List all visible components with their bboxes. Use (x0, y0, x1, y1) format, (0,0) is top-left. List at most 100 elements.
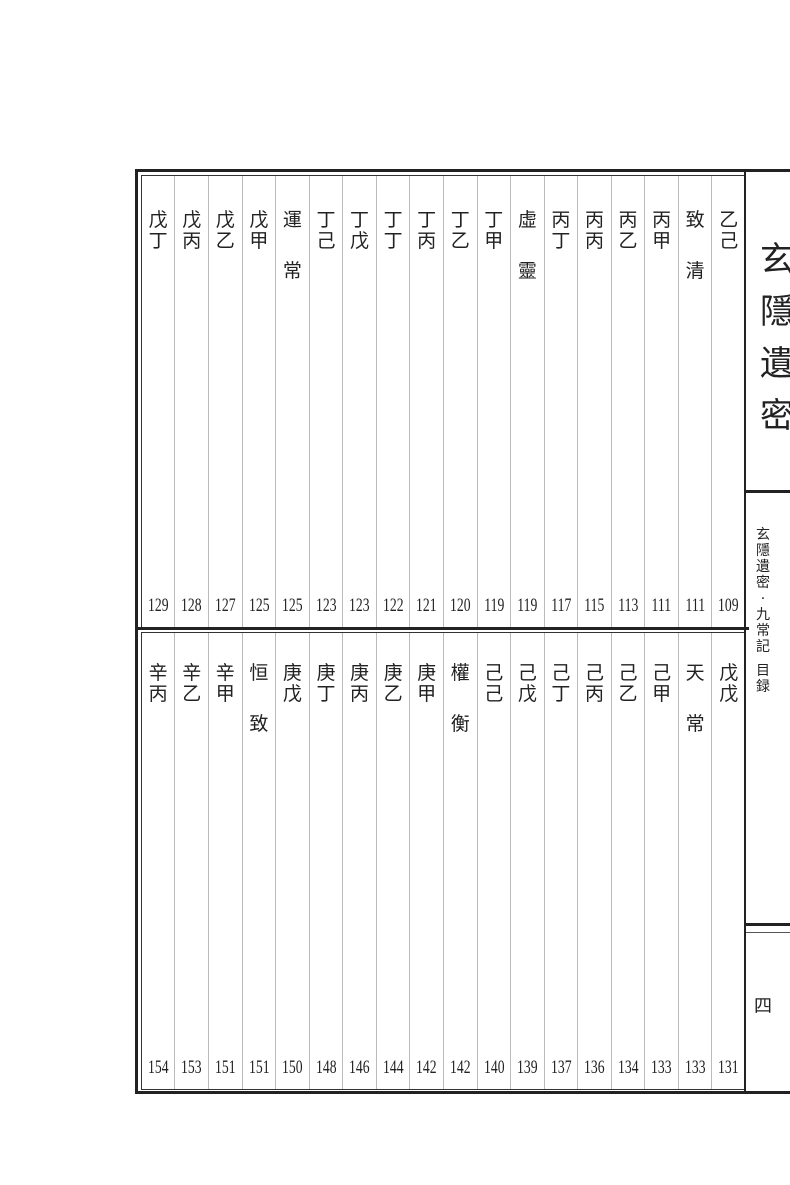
toc-entry: 丁戊 123 (342, 176, 376, 627)
entry-char: 己 (551, 662, 571, 684)
section-heading: 權衡 (444, 663, 477, 735)
entry-char: 丙 (618, 209, 638, 231)
entry-label: 庚丁 (310, 663, 343, 705)
entry-char: 虛 (517, 209, 537, 231)
entry-char: 丙 (182, 230, 202, 252)
entry-char: 乙 (450, 230, 470, 252)
entry-page-number: 117 (550, 595, 571, 616)
entry-char: 常 (685, 713, 705, 735)
entry-label: 己乙 (612, 663, 645, 705)
entry-char: 丁 (350, 209, 370, 231)
spine-text: 玄隱遺密 · 九常記目録 (754, 527, 772, 695)
entry-page-number: 134 (617, 1057, 639, 1078)
entry-label: 辛乙 (175, 663, 208, 705)
entry-char: 戊 (182, 209, 202, 231)
entry-label: 戊甲 (243, 210, 276, 252)
margin-rule (746, 932, 790, 933)
entry-label: 戊乙 (209, 210, 242, 252)
toc-panel-bottom: 戊戊 131 天常 133 己甲 133 己乙 134 己丙 136 己丁 137 己戊 139 己己 140… (141, 632, 746, 1090)
entry-page-number: 154 (147, 1057, 169, 1078)
entry-char: 恒 (249, 662, 269, 684)
entry-char: 己 (719, 230, 739, 252)
entry-label: 丙甲 (645, 210, 678, 252)
entry-char: 己 (652, 662, 672, 684)
entry-page-number: 122 (382, 595, 404, 616)
toc-entry: 戊乙 127 (208, 176, 242, 627)
section-heading: 運常 (276, 210, 309, 282)
entry-char: 丙 (584, 230, 604, 252)
entry-label: 丙丁 (545, 210, 578, 252)
entry-page-number: 125 (248, 595, 270, 616)
toc-entry: 天常 133 (677, 633, 712, 1089)
entry-page-number: 144 (382, 1057, 404, 1078)
toc-entry: 丁甲 119 (476, 176, 511, 627)
entry-char: 庚 (350, 662, 370, 684)
entry-char: 丙 (551, 209, 571, 231)
spine-char: 玄 (756, 527, 770, 543)
entry-char: 丁 (148, 230, 168, 252)
panel-divider (138, 627, 749, 630)
entry-char: 丙 (350, 683, 370, 705)
entry-char: 甲 (417, 683, 437, 705)
entry-char: 丙 (148, 683, 168, 705)
toc-entry: 己乙 134 (610, 633, 645, 1089)
entry-char: 己 (484, 683, 504, 705)
entry-page-number: 127 (215, 595, 236, 616)
toc-entry: 己丁 137 (543, 633, 578, 1089)
entry-char: 戊 (350, 230, 370, 252)
entry-char: 天 (685, 662, 705, 684)
entry-char: 辛 (182, 662, 202, 684)
entry-page-number: 131 (718, 1057, 739, 1078)
toc-entry: 戊戊 131 (711, 633, 745, 1089)
entry-char: 庚 (316, 662, 336, 684)
entry-char: 衡 (450, 713, 470, 735)
section-heading: 致清 (679, 210, 712, 282)
spine-char (754, 655, 772, 663)
toc-entry: 致清 111 (677, 176, 712, 627)
entry-label: 丁乙 (444, 210, 477, 252)
entry-page-number: 139 (517, 1057, 538, 1078)
entry-page-number: 146 (349, 1057, 370, 1078)
entry-page-number: 123 (349, 595, 370, 616)
entry-char: 戊 (282, 683, 302, 705)
entry-char: 丙 (584, 209, 604, 231)
entry-page-number: 128 (181, 595, 202, 616)
title-char: 隱 (760, 292, 790, 332)
entry-char: 靈 (517, 260, 537, 282)
toc-entry: 運常 125 (275, 176, 309, 627)
entry-page-number: 121 (416, 595, 437, 616)
toc-entry: 己丙 136 (577, 633, 611, 1089)
entry-page-number: 148 (315, 1057, 337, 1078)
entry-char: 乙 (618, 683, 638, 705)
entry-label: 丁丁 (377, 210, 410, 252)
entry-label: 乙己 (712, 210, 745, 252)
entry-char: 丁 (383, 230, 403, 252)
toc-entry: 丁丁 122 (375, 176, 410, 627)
entry-char: 戊 (249, 209, 269, 231)
entry-char: 甲 (652, 683, 672, 705)
spine-char: 目 (756, 663, 770, 679)
entry-page-number: 150 (282, 1057, 303, 1078)
entry-char: 戊 (148, 209, 168, 231)
entry-char: 己 (316, 230, 336, 252)
entry-label: 丁甲 (478, 210, 511, 252)
entry-label: 戊丁 (142, 210, 175, 252)
entry-page-number: 137 (550, 1057, 572, 1078)
entry-page-number: 119 (517, 595, 538, 616)
entry-char: 己 (584, 662, 604, 684)
entry-label: 戊戊 (712, 663, 745, 705)
toc-panel-top: 乙己 109 致清 111 丙甲 111 丙乙 113 丙丙 115 丙丁 117 虛靈 119 丁甲 119… (141, 175, 746, 628)
entry-char: 戊 (719, 683, 739, 705)
toc-entry: 辛乙 153 (174, 633, 208, 1089)
spine-char: 密 (756, 575, 770, 591)
title-char: 玄 (760, 240, 790, 280)
entry-page-number: 111 (651, 595, 672, 616)
toc-entry: 丙丙 115 (577, 176, 611, 627)
entry-char: 甲 (215, 683, 235, 705)
spine-char: 常 (756, 623, 770, 639)
toc-entry: 丙乙 113 (610, 176, 645, 627)
entry-page-number: 140 (483, 1057, 505, 1078)
entry-label: 庚戊 (276, 663, 309, 705)
entry-char: 乙 (182, 683, 202, 705)
toc-entry: 丙甲 111 (644, 176, 678, 627)
